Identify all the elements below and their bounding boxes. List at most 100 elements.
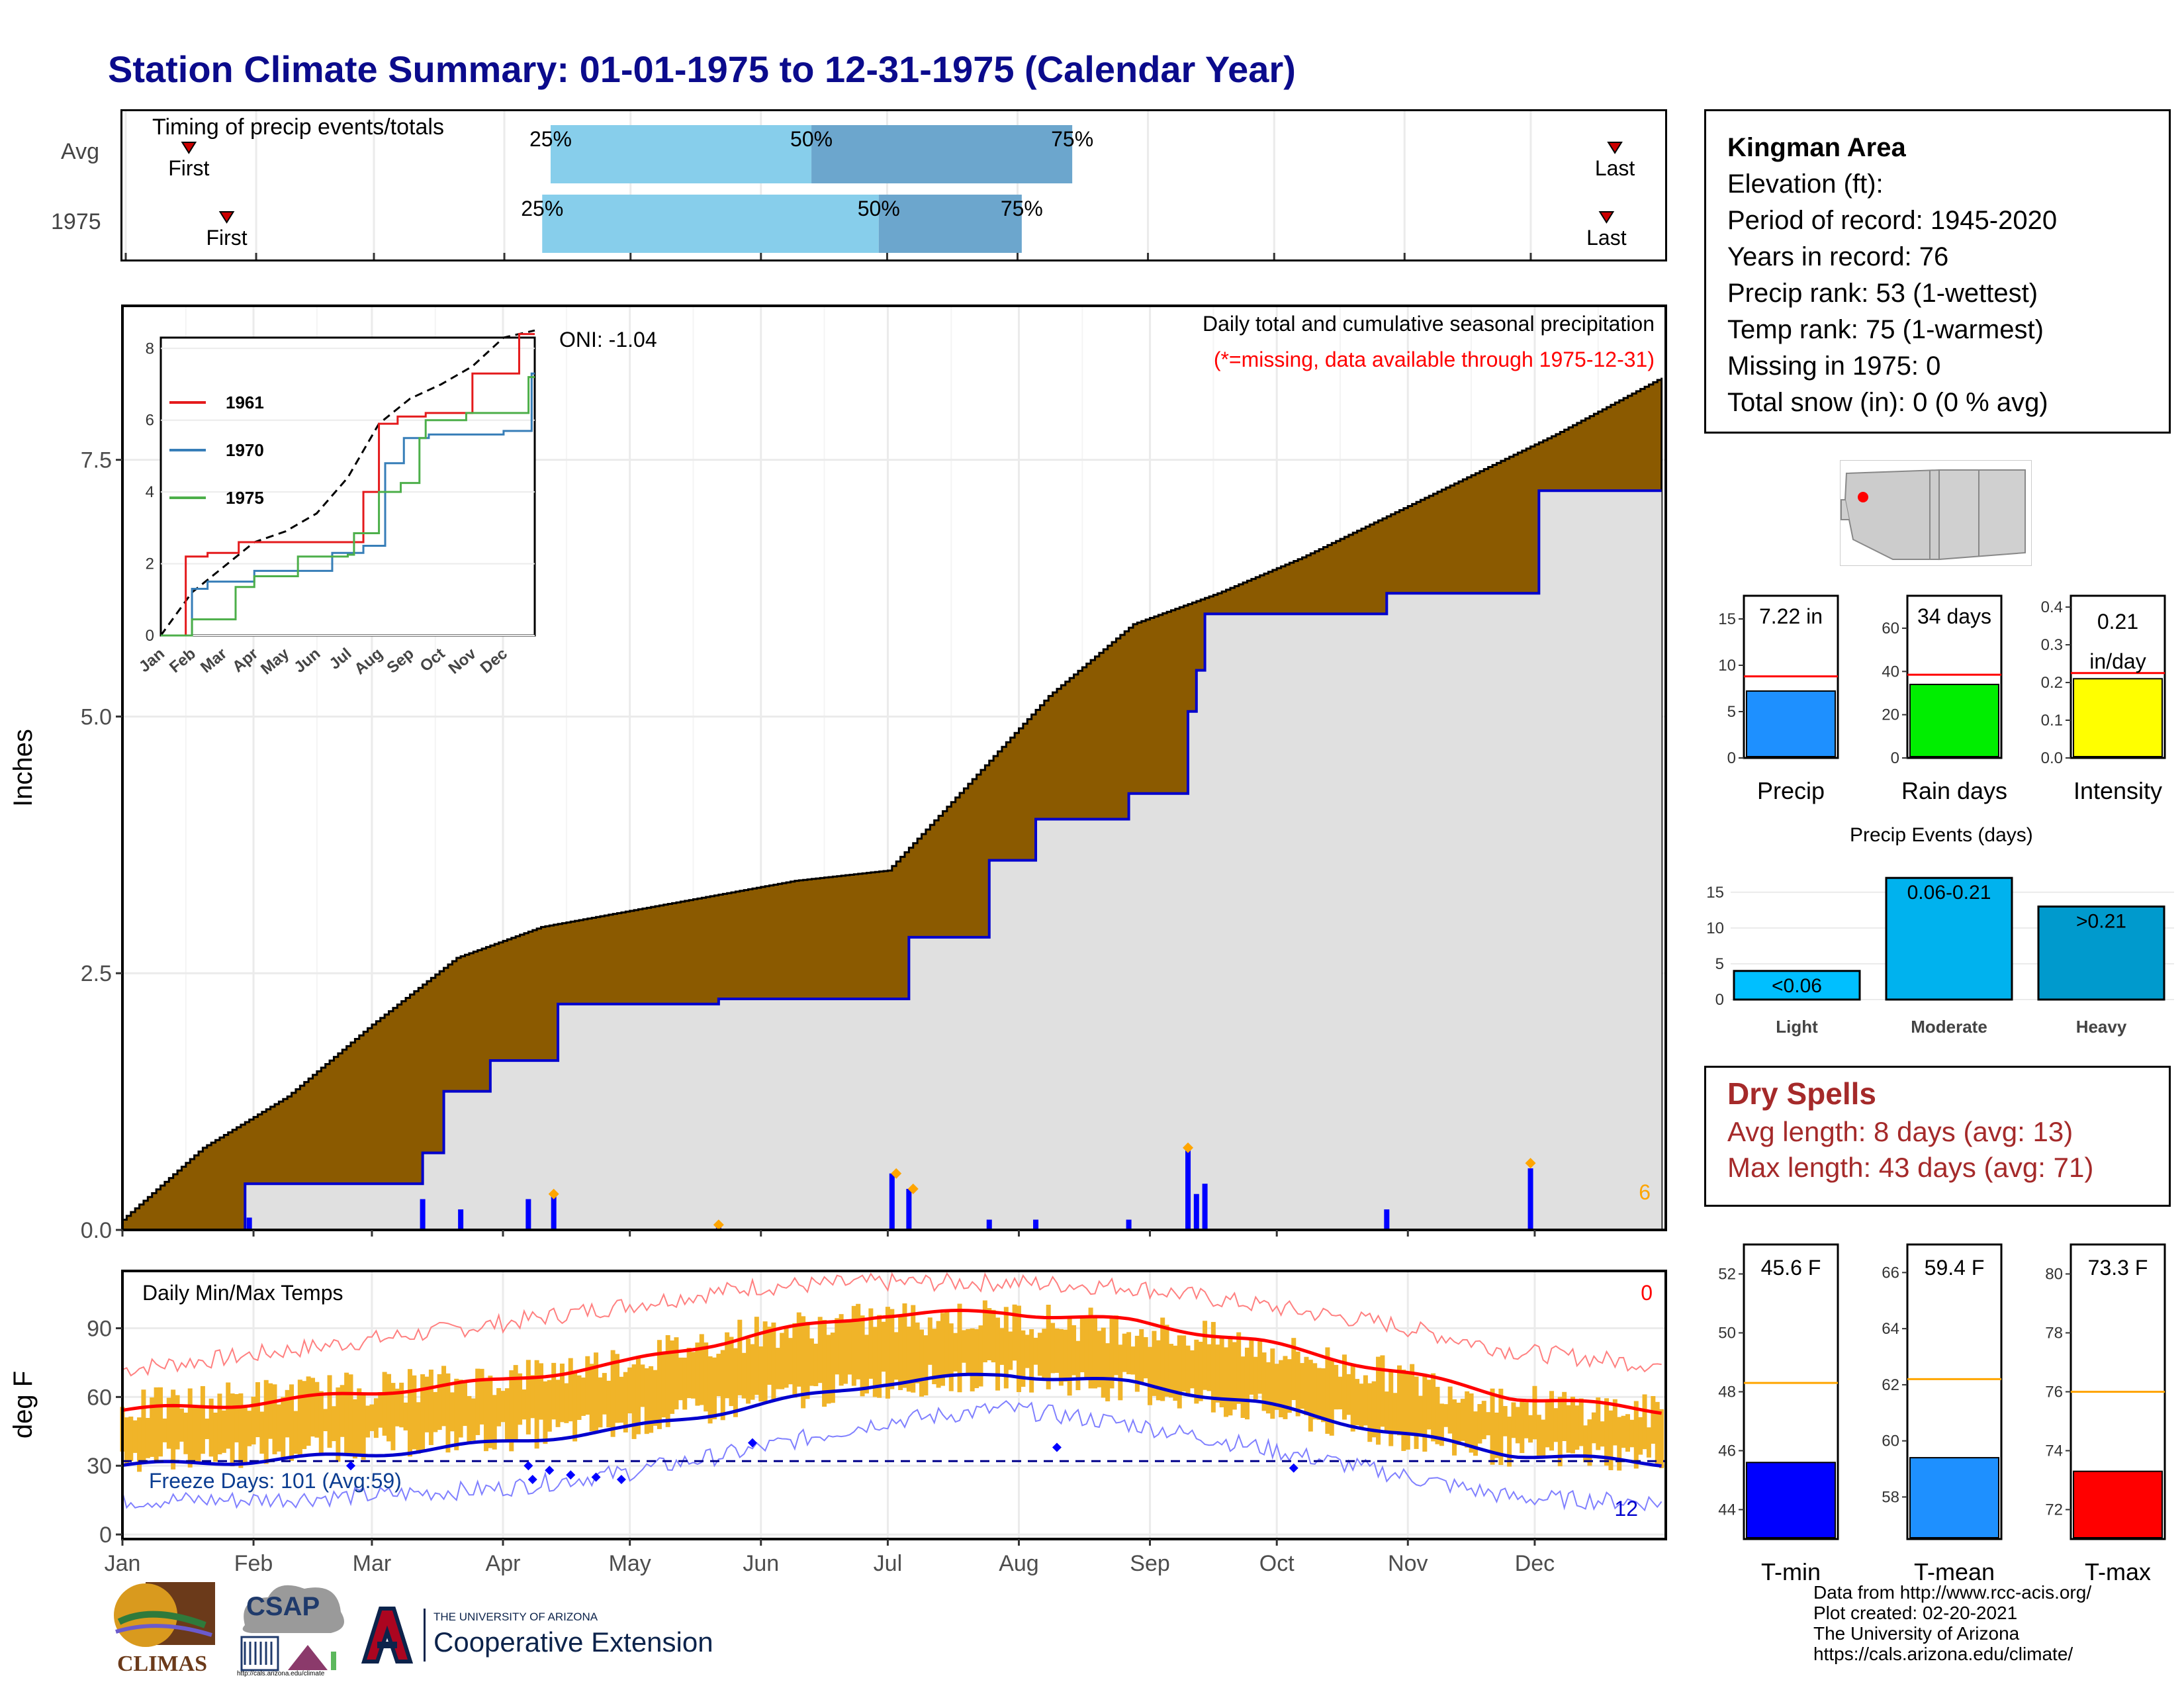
daily-temp-bar xyxy=(382,1372,387,1436)
temp-bar-t-max xyxy=(2073,1470,2163,1538)
inset-ytick-label: 6 xyxy=(146,412,154,430)
record-max-line xyxy=(122,1272,1662,1377)
daily-temp-bar xyxy=(1265,1362,1271,1414)
daily-temp-bar xyxy=(394,1388,400,1427)
daily-temp-bar xyxy=(420,1374,426,1452)
daily-temp-bar xyxy=(154,1387,159,1464)
daily-temp-bar xyxy=(792,1323,797,1398)
daily-temp-bar xyxy=(1570,1396,1575,1454)
daily-temp-bar xyxy=(974,1329,979,1388)
daily-temp-bar xyxy=(1515,1407,1520,1444)
daily-temp-bar xyxy=(259,1411,265,1454)
daily-temp-bar xyxy=(1604,1398,1610,1466)
summary-bar-tick-label: 10 xyxy=(1718,657,1736,675)
daily-temp-bar xyxy=(1447,1386,1453,1434)
daily-temp-bar xyxy=(1203,1321,1208,1390)
temp-bar-tick-label: 48 xyxy=(1718,1383,1736,1401)
daily-temp-bar xyxy=(720,1350,725,1421)
daily-temp-bar xyxy=(221,1410,226,1453)
temp-bar-value: 73.3 F xyxy=(2088,1256,2148,1280)
timing-panel: 25% 50% 75% First Last 25% 50% 75% First Last xyxy=(120,109,1667,261)
summary-bar-label: Intensity xyxy=(2073,777,2162,804)
daily-temp-bar xyxy=(1304,1356,1309,1415)
daily-temp-bar xyxy=(234,1393,240,1442)
daily-temp-bar xyxy=(822,1319,827,1407)
record-low-marker xyxy=(545,1466,555,1476)
daily-temp-bar xyxy=(272,1384,277,1454)
daily-temp-bar xyxy=(919,1329,925,1397)
daily-temp-bar xyxy=(217,1393,222,1455)
daily-temp-bar xyxy=(733,1348,738,1417)
daily-precip-bar xyxy=(1193,1194,1199,1230)
temp-bar-t-mean xyxy=(1909,1457,1999,1539)
daily-temp-bar xyxy=(1118,1344,1123,1401)
daily-temp-bar xyxy=(843,1320,848,1384)
daily-temp-bar xyxy=(665,1335,670,1427)
temp-count-low: 12 xyxy=(1614,1497,1638,1521)
timing-pct-label: 25% xyxy=(529,127,572,151)
daily-temp-bar xyxy=(492,1395,497,1450)
inset-ytick-label: 2 xyxy=(146,555,154,573)
summary-bar-tick-label: 60 xyxy=(1882,620,1899,637)
daily-temp-bar xyxy=(598,1377,603,1428)
daily-temp-bar xyxy=(399,1382,404,1428)
inset-line-1975 xyxy=(161,376,535,637)
daily-temp-bar xyxy=(323,1409,328,1432)
daily-temp-bar xyxy=(1185,1345,1191,1394)
daily-temp-bar xyxy=(758,1346,764,1402)
record-low-marker xyxy=(527,1475,537,1484)
daily-temp-bar xyxy=(1312,1363,1318,1420)
station-temp-rank: Temp rank: 75 (1-warmest) xyxy=(1727,315,2044,344)
daily-temp-bar xyxy=(475,1368,480,1435)
events-title: Precip Events (days) xyxy=(1850,824,2033,846)
daily-temp-bar xyxy=(1426,1380,1432,1430)
daily-temp-bar xyxy=(1189,1350,1195,1389)
daily-temp-bar xyxy=(1392,1393,1398,1433)
daily-temp-bar xyxy=(1257,1341,1263,1394)
temp-bar-value: 59.4 F xyxy=(1925,1256,1985,1280)
normal-max-line xyxy=(122,1308,1662,1415)
daily-temp-bar xyxy=(1012,1304,1017,1361)
timing-marker xyxy=(218,211,235,224)
daily-temp-bar xyxy=(471,1398,476,1441)
daily-temp-bar xyxy=(1143,1336,1148,1379)
dry-spells-box: Dry Spells Avg length: 8 days (avg: 13) … xyxy=(1704,1066,2171,1207)
daily-temp-bar xyxy=(390,1383,396,1450)
daily-temp-bar xyxy=(268,1383,273,1439)
daily-temp-bar xyxy=(1168,1344,1173,1398)
record-low-marker xyxy=(523,1461,533,1471)
temp-bar-tick-label: 74 xyxy=(2045,1442,2063,1460)
daily-temp-bar xyxy=(1249,1338,1254,1395)
month-label: Mar xyxy=(353,1551,392,1576)
summary-bar-tick-label: 20 xyxy=(1882,706,1899,724)
csap-logo-text: CSAP xyxy=(246,1592,320,1621)
daily-temp-bar xyxy=(1016,1305,1021,1392)
daily-temp-bar xyxy=(868,1308,874,1379)
station-elevation: Elevation (ft): xyxy=(1727,169,1884,199)
record-min-line xyxy=(122,1400,1662,1512)
summary-bar-tick-label: 0.2 xyxy=(2041,674,2063,692)
daily-temp-bar xyxy=(1456,1402,1461,1445)
daily-temp-bar xyxy=(171,1389,176,1470)
daily-temp-bar xyxy=(251,1396,256,1445)
daily-temp-bar xyxy=(682,1357,688,1410)
daily-temp-bar xyxy=(1481,1401,1486,1440)
daily-temp-bar xyxy=(1148,1346,1153,1405)
month-label: Apr xyxy=(486,1551,521,1576)
temp-bar-tick-label: 44 xyxy=(1718,1501,1736,1519)
temp-bar-tick-label: 64 xyxy=(1882,1320,1899,1338)
daily-temp-bar xyxy=(314,1382,320,1438)
daily-temp-bar xyxy=(851,1305,856,1386)
timing-pct-label: 50% xyxy=(858,197,900,220)
daily-temp-bar xyxy=(1469,1393,1474,1453)
daily-temp-bar xyxy=(1063,1329,1068,1382)
daily-temp-bar xyxy=(1097,1331,1102,1387)
events-bar-heavy xyxy=(2037,905,2165,1001)
daily-temp-bar xyxy=(242,1405,248,1465)
daily-temp-bar xyxy=(889,1309,895,1389)
daily-temp-bar xyxy=(1050,1323,1056,1374)
daily-temp-bar xyxy=(433,1391,438,1432)
daily-temp-bar xyxy=(699,1334,704,1405)
month-label: Jun xyxy=(743,1551,779,1576)
daily-temp-bar xyxy=(966,1329,971,1376)
